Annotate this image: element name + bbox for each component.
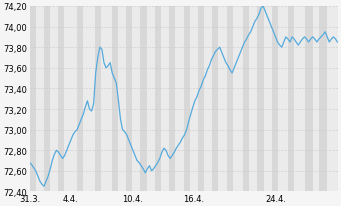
Bar (77, 7, 83, 192)
Bar (112, 7, 118, 192)
Bar (198, 7, 204, 192)
Bar (44, 7, 50, 192)
Bar (288, 7, 294, 192)
Bar (272, 7, 278, 192)
Bar (212, 7, 218, 192)
Bar (243, 7, 249, 192)
Bar (155, 7, 161, 192)
Bar (126, 7, 132, 192)
Bar (30, 7, 36, 192)
Bar (169, 7, 175, 192)
Bar (257, 7, 264, 192)
Bar (140, 7, 147, 192)
Bar (227, 7, 233, 192)
Bar (95, 7, 101, 192)
Bar (319, 7, 327, 192)
Bar (183, 7, 190, 192)
Bar (305, 7, 313, 192)
Bar (58, 7, 64, 192)
